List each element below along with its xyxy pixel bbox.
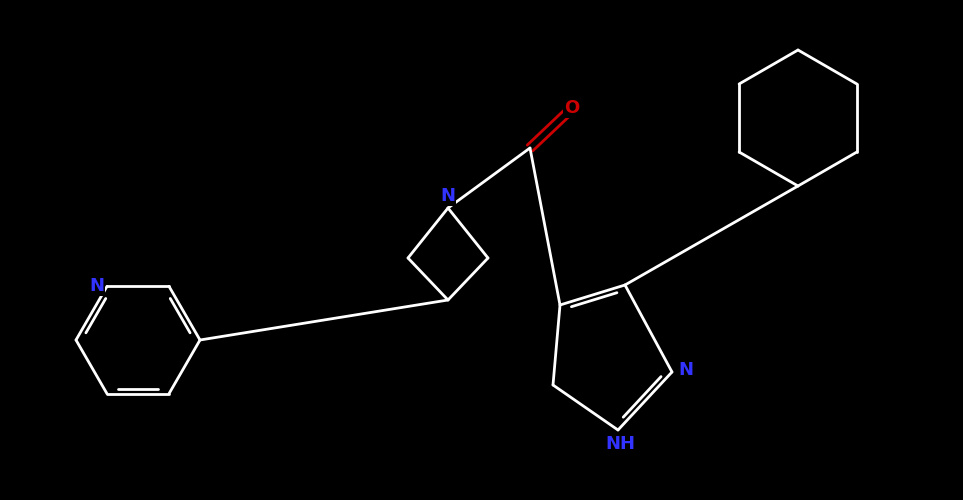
Text: N: N xyxy=(440,187,455,205)
Text: N: N xyxy=(90,278,105,295)
Text: N: N xyxy=(679,361,693,379)
Text: NH: NH xyxy=(605,435,635,453)
Text: O: O xyxy=(564,99,580,117)
